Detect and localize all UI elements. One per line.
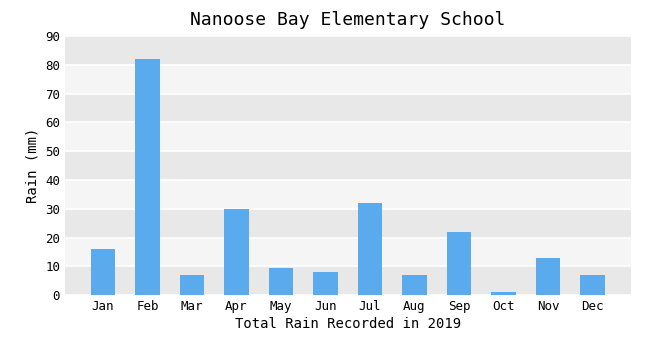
Title: Nanoose Bay Elementary School: Nanoose Bay Elementary School — [190, 11, 506, 29]
Bar — [65, 65, 630, 94]
Bar — [91, 249, 115, 295]
Bar — [65, 180, 630, 209]
Bar — [65, 209, 630, 238]
Bar — [580, 275, 605, 295]
Bar — [268, 268, 293, 295]
Y-axis label: Rain (mm): Rain (mm) — [25, 128, 40, 203]
Bar — [65, 238, 630, 266]
Bar — [224, 209, 249, 295]
Bar — [447, 232, 471, 295]
Bar — [65, 122, 630, 151]
Bar — [402, 275, 427, 295]
Bar — [135, 59, 160, 295]
Bar — [65, 94, 630, 122]
Bar — [491, 292, 516, 295]
X-axis label: Total Rain Recorded in 2019: Total Rain Recorded in 2019 — [235, 317, 461, 331]
Bar — [65, 266, 630, 295]
Bar — [179, 275, 204, 295]
Bar — [313, 272, 338, 295]
Bar — [65, 151, 630, 180]
Bar — [358, 203, 382, 295]
Bar — [536, 258, 560, 295]
Bar — [65, 36, 630, 65]
